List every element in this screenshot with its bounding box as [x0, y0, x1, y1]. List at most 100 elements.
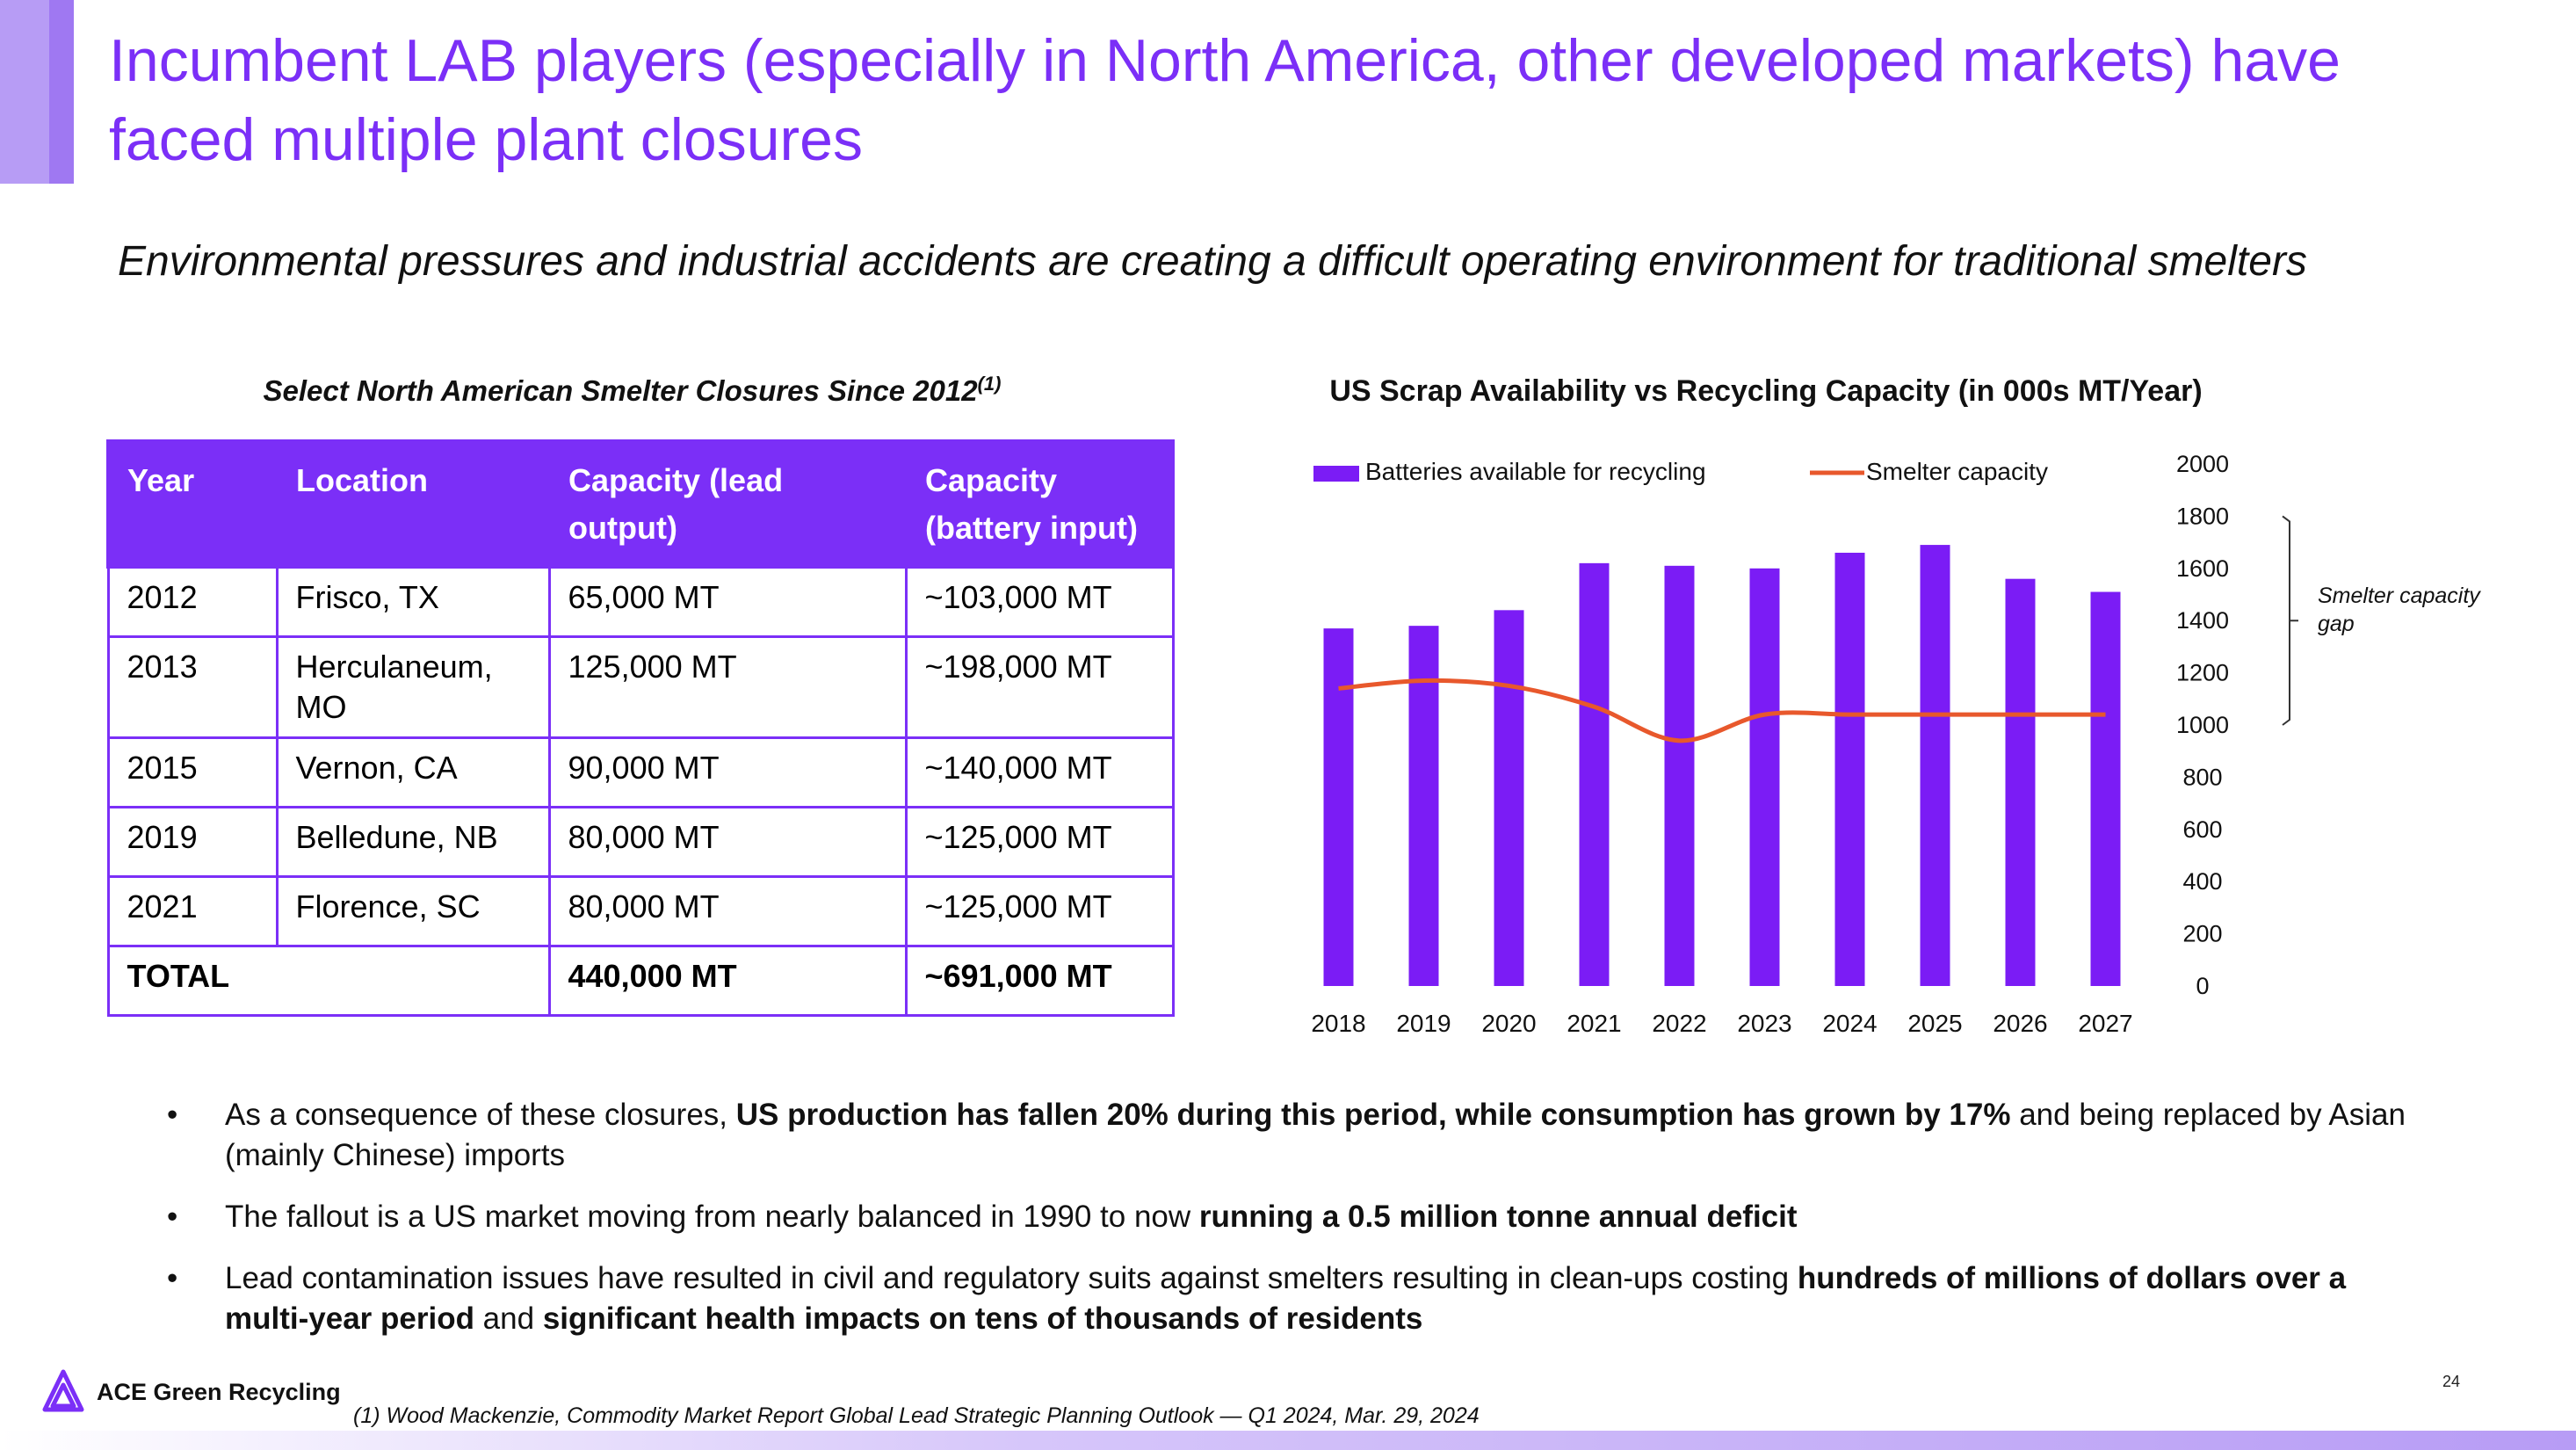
cell-location: Vernon, CA: [275, 736, 551, 808]
bar-2027: [2090, 591, 2121, 986]
bar-series: [1323, 545, 2121, 986]
bullet-text: As a consequence of these closures, US p…: [225, 1098, 2406, 1172]
cell-year: 2021: [106, 875, 279, 947]
x-tick-label: 2022: [1652, 1010, 1706, 1037]
cell-capacity-battery: ~198,000 MT: [904, 635, 1175, 739]
y-tick-label: 600: [2182, 816, 2222, 843]
cell-capacity-battery: ~140,000 MT: [904, 736, 1175, 808]
cell-capacity-lead: 65,000 MT: [547, 566, 908, 638]
cell-capacity-lead: 80,000 MT: [547, 875, 908, 947]
cell-year: 2015: [106, 736, 279, 808]
y-tick-label: 800: [2182, 764, 2222, 790]
y-tick-label: 200: [2182, 921, 2222, 947]
cell-capacity-battery: ~103,000 MT: [904, 566, 1175, 638]
gap-label-line-2: gap: [2318, 612, 2355, 636]
bullet-item: • As a consequence of these closures, US …: [167, 1098, 2406, 1172]
x-tick-label: 2023: [1737, 1010, 1791, 1037]
table-row: 2019 Belledune, NB 80,000 MT ~125,000 MT: [106, 806, 1175, 878]
x-tick-label: 2027: [2078, 1010, 2132, 1037]
bar-2021: [1579, 562, 1610, 986]
legend-bar-swatch: [1313, 466, 1359, 482]
cell-capacity-battery: ~125,000 MT: [904, 875, 1175, 947]
cell-location: Florence, SC: [275, 875, 551, 947]
table-total-row: TOTAL 440,000 MT ~691,000 MT: [106, 945, 1175, 1017]
legend-line-label: Smelter capacity: [1866, 458, 2048, 485]
table-caption-footnote-ref: (1): [977, 373, 1002, 395]
footnote: (1) Wood Mackenzie, Commodity Market Rep…: [353, 1403, 1480, 1428]
y-axis: 0 200 400 600 800 1000 1200 1400 1600 1800 2000: [2176, 451, 2229, 999]
accent-bar: [0, 0, 49, 184]
header-year: Year: [106, 439, 279, 568]
bar-2018: [1323, 628, 1354, 986]
cell-capacity-battery: ~125,000 MT: [904, 806, 1175, 878]
cell-total-lead: 440,000 MT: [547, 945, 908, 1017]
bar-2020: [1494, 610, 1524, 986]
company-logo: ACE Green Recycling: [39, 1367, 341, 1417]
page-number: 24: [2442, 1373, 2461, 1390]
y-tick-label: 1200: [2176, 660, 2229, 686]
y-tick-label: 1000: [2176, 712, 2229, 738]
chart-title: US Scrap Availability vs Recycling Capac…: [1329, 374, 2203, 408]
y-tick-label: 1600: [2176, 555, 2229, 582]
bullet-item: • The fallout is a US market moving from …: [167, 1200, 1798, 1234]
bullet-text: The fallout is a US market moving from n…: [225, 1200, 1798, 1234]
page-subtitle: Environmental pressures and industrial a…: [118, 238, 2307, 285]
table-row: 2015 Vernon, CA 90,000 MT ~140,000 MT: [106, 736, 1175, 808]
cell-year: 2013: [106, 635, 279, 739]
y-tick-label: 1800: [2176, 503, 2229, 529]
logo-text: ACE Green Recycling: [97, 1378, 341, 1405]
x-tick-label: 2020: [1481, 1010, 1536, 1037]
cell-total-label: TOTAL: [106, 945, 551, 1017]
bar-2026: [2005, 578, 2036, 986]
x-tick-label: 2018: [1311, 1010, 1365, 1037]
cell-total-battery: ~691,000 MT: [904, 945, 1175, 1017]
header-capacity-battery: Capacity (battery input): [904, 439, 1175, 568]
table-row: 2012 Frisco, TX 65,000 MT ~103,000 MT: [106, 566, 1175, 638]
x-tick-label: 2019: [1396, 1010, 1451, 1037]
cell-year: 2012: [106, 566, 279, 638]
gap-label-line-1: Smelter capacity: [2318, 584, 2481, 608]
ace-logo-icon: [42, 1369, 84, 1412]
bar-2024: [1834, 552, 1865, 986]
table-row: 2013 Herculaneum, MO 125,000 MT ~198,000…: [106, 635, 1175, 739]
table-header-row: Year Location Capacity (lead output) Cap…: [106, 439, 1175, 568]
x-tick-label: 2026: [1993, 1010, 2047, 1037]
scrap-vs-capacity-chart: Batteries available for recycling Smelter…: [1311, 451, 2481, 1037]
x-axis: 2018 2019 2020 2021 2022 2023 2024 2025 2026 2027: [1311, 1010, 2132, 1037]
cell-capacity-lead: 125,000 MT: [547, 635, 908, 739]
table-row: 2021 Florence, SC 80,000 MT ~125,000 MT: [106, 875, 1175, 947]
capacity-gap-annotation: Smelter capacity gap: [2282, 515, 2481, 726]
bar-2019: [1408, 626, 1439, 986]
y-tick-label: 1400: [2176, 607, 2229, 634]
cell-location: Frisco, TX: [275, 566, 551, 638]
y-tick-label: 400: [2182, 868, 2222, 895]
y-tick-label: 2000: [2176, 451, 2229, 477]
legend-bar-label: Batteries available for recycling: [1365, 458, 1706, 485]
bar-2025: [1920, 545, 1950, 986]
bullet-list: • As a consequence of these closures, US …: [167, 1095, 2416, 1360]
line-series: [1338, 678, 2106, 743]
header-location: Location: [275, 439, 551, 568]
bullet-text: Lead contamination issues have resulted …: [225, 1261, 2347, 1336]
header-capacity-lead: Capacity (lead output): [547, 439, 908, 568]
x-tick-label: 2024: [1822, 1010, 1877, 1037]
smelter-capacity-line: [1338, 678, 2106, 743]
table-caption: Select North American Smelter Closures S…: [107, 373, 1157, 408]
footer-band: [0, 1431, 2576, 1450]
cell-capacity-lead: 80,000 MT: [547, 806, 908, 878]
bar-2022: [1664, 565, 1695, 986]
bar-2023: [1749, 568, 1780, 986]
page-title: Incumbent LAB players (especially in Nor…: [109, 27, 2341, 173]
smelter-closures-table: Year Location Capacity (lead output) Cap…: [106, 439, 1175, 1017]
gap-bracket: [2282, 515, 2298, 726]
x-tick-label: 2025: [1907, 1010, 1962, 1037]
accent-bar-inner: [49, 0, 74, 184]
cell-capacity-lead: 90,000 MT: [547, 736, 908, 808]
cell-location: Herculaneum, MO: [275, 635, 551, 739]
chart-legend: Batteries available for recycling Smelter…: [1313, 458, 2048, 485]
bullet-item: • Lead contamination issues have resulted…: [167, 1261, 2347, 1336]
y-tick-label: 0: [2196, 973, 2209, 999]
table-caption-text: Select North American Smelter Closures S…: [263, 374, 978, 407]
cell-year: 2019: [106, 806, 279, 878]
x-tick-label: 2021: [1567, 1010, 1621, 1037]
